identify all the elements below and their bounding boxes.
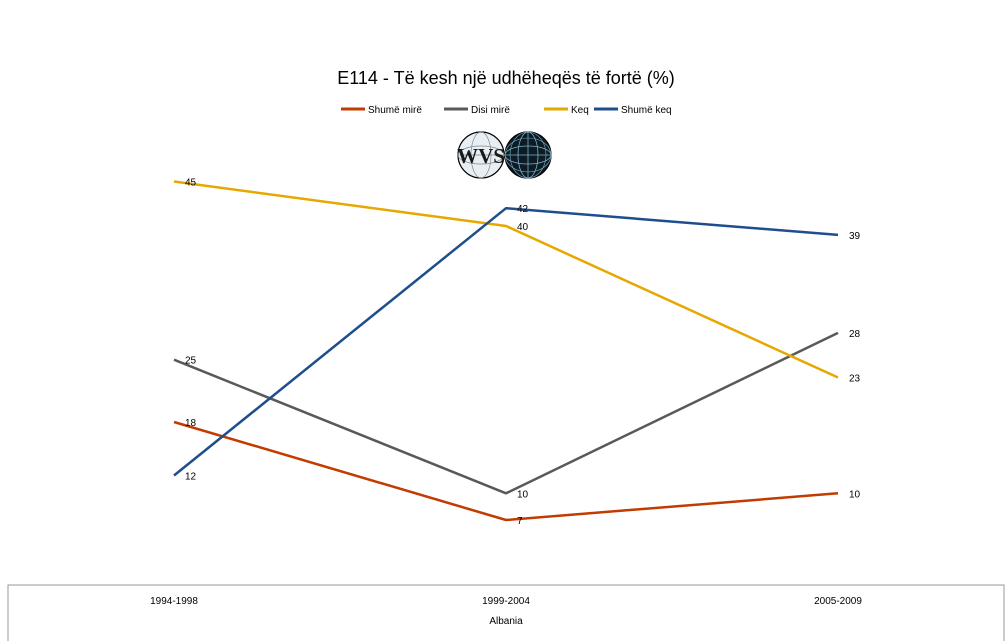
data-label: 45 [185,178,197,189]
legend-label: Shumë mirë [368,105,422,116]
x-axis-labels: 1994-1998 1999-2004 2005-2009 [150,596,862,607]
data-label: 23 [849,373,861,384]
data-label: 39 [849,231,861,242]
data-label: 28 [849,329,861,340]
legend-item: Keq [544,105,589,116]
data-label: 42 [517,204,529,215]
legend-item: Shumë keq [594,105,672,116]
series-line [173,206,839,477]
legend-label: Shumë keq [621,105,672,116]
data-label: 10 [849,489,861,500]
chart-title: E114 - Të kesh një udhëheqës të fortë (%… [337,68,675,88]
legend-item: Shumë mirë [341,105,422,116]
series-line [173,180,839,379]
legend: Shumë mirë Disi mirë Keq Shumë keq [341,105,672,116]
legend-item: Disi mirë [444,105,510,116]
legend-label: Disi mirë [471,105,510,116]
data-label: 25 [185,356,197,367]
series-line [173,331,839,495]
logo-text: WVS [457,144,505,168]
data-label: 12 [185,471,197,482]
x-tick-label: 1999-2004 [482,596,530,607]
data-label: 7 [517,516,523,527]
plot-area: 18 7 10 25 10 28 45 40 23 12 42 39 [173,178,861,527]
x-tick-label: 1994-1998 [150,596,198,607]
group-label: Albania [489,616,523,627]
wvs-logo: WVS [457,131,552,179]
legend-label: Keq [571,105,589,116]
wvs-text-globe-icon: WVS [457,131,505,179]
series-line [173,420,839,522]
category-axis-box [7,584,1005,641]
data-label: 18 [185,418,197,429]
x-tick-label: 2005-2009 [814,596,862,607]
dark-globe-icon [504,131,552,179]
data-label: 10 [517,489,529,500]
data-label: 40 [517,222,529,233]
